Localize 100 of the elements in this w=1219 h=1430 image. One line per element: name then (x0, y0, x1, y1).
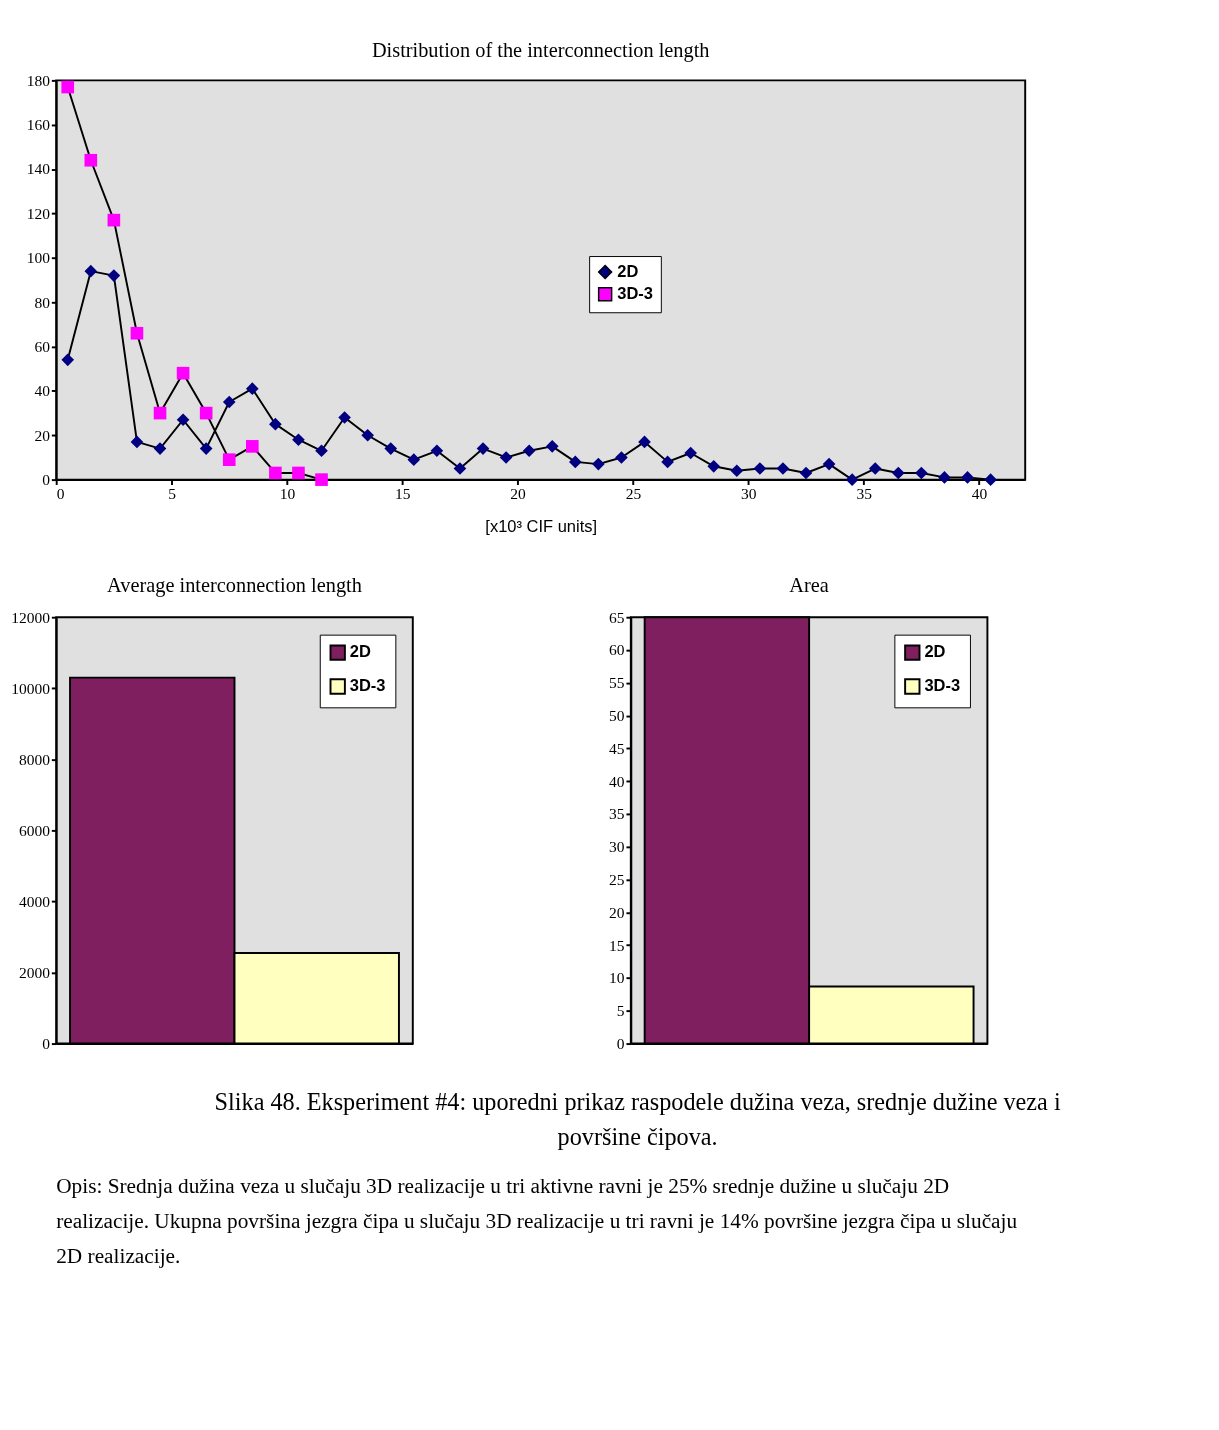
x-axis-title: [x10³ CIF units] (485, 517, 598, 536)
point (269, 417, 282, 431)
y-tick-label: 55 (609, 674, 625, 692)
point (361, 428, 374, 442)
point (961, 471, 974, 484)
point (915, 466, 928, 480)
x-tick-label: 40 (971, 485, 988, 503)
x-tick-label: 20 (510, 485, 527, 503)
point (199, 442, 213, 455)
point (568, 455, 582, 469)
y-tick-label: 2000 (18, 963, 51, 981)
legend-label: 3D-3 (349, 676, 386, 695)
y-tick-label: 15 (609, 936, 625, 954)
point (245, 382, 259, 396)
y-tick-label: 20 (609, 903, 625, 921)
y-tick-label: 20 (34, 426, 51, 444)
point (384, 442, 398, 455)
y-tick-label: 160 (26, 116, 51, 134)
point (338, 411, 351, 424)
x-tick-label: 10 (279, 485, 296, 503)
point (222, 453, 236, 466)
y-tick-label: 120 (26, 204, 51, 222)
point (107, 269, 121, 282)
point (453, 462, 467, 475)
point (799, 466, 813, 480)
point (84, 264, 98, 278)
point (615, 451, 628, 464)
point (638, 435, 651, 449)
point (707, 460, 721, 473)
point (130, 326, 144, 340)
point (176, 366, 190, 380)
y-tick-label: 10 (609, 969, 625, 987)
y-tick-label: 6000 (18, 821, 51, 839)
legend-label: 2D (349, 642, 371, 661)
x-tick-label: 0 (56, 485, 65, 503)
point (592, 457, 605, 471)
y-tick-label: 80 (34, 293, 51, 311)
point (84, 153, 98, 167)
y-tick-label: 0 (42, 1034, 51, 1052)
point (822, 457, 836, 471)
point (292, 466, 305, 480)
y-tick-label: 40 (609, 772, 625, 790)
y-tick-label: 10000 (11, 679, 51, 697)
y-tick-label: 60 (609, 641, 625, 659)
legend-label: 2D (924, 642, 946, 661)
text: Slika 48. Eksperiment #4: uporedni prikaz raspodele dužina veza, srednje dužine veza i površine čipova. (214, 1088, 1061, 1151)
point (984, 473, 997, 486)
y-tick-label: 30 (609, 838, 625, 856)
point (222, 395, 236, 409)
point (176, 413, 190, 427)
chart-title: Area (789, 574, 829, 597)
point (522, 444, 536, 458)
y-tick-label: 40 (34, 382, 51, 400)
point (891, 466, 905, 480)
point (868, 462, 882, 475)
point (61, 80, 75, 94)
legend-label: 3D-3 (617, 284, 653, 303)
x-tick-label: 35 (856, 485, 873, 503)
y-tick-label: 4000 (18, 892, 51, 910)
point (730, 464, 744, 478)
y-tick-label: 65 (609, 608, 625, 626)
point (545, 440, 559, 453)
point (292, 433, 305, 447)
point (845, 473, 859, 486)
y-tick-label: 0 (616, 1034, 625, 1052)
point (61, 353, 75, 367)
chart-title: Average interconnection length (107, 574, 362, 598)
legend-label: 2D (617, 261, 639, 280)
y-tick-label: 35 (609, 805, 625, 823)
y-tick-label: 5 (616, 1002, 625, 1020)
point (245, 440, 259, 453)
y-tick-label: 50 (609, 706, 625, 724)
y-tick-label: 60 (34, 337, 51, 355)
point (153, 406, 167, 420)
x-tick-label: 5 (168, 485, 177, 503)
point (315, 444, 328, 458)
point (938, 471, 951, 484)
x-tick-label: 15 (395, 485, 411, 503)
point (476, 442, 490, 455)
chart-title: Distribution of the interconnection length (371, 39, 710, 63)
point (776, 462, 790, 475)
point (199, 406, 213, 420)
legend-label: 3D-3 (924, 676, 961, 695)
y-tick-label: 12000 (11, 608, 51, 626)
y-tick-label: 8000 (18, 750, 51, 768)
point (407, 453, 421, 466)
point (430, 444, 444, 458)
text: Opis: Srednja dužina veza u slučaju 3D realizacije u tri aktivne ravni je 25% srednje dužine u slučaju 2D realizacije. Ukupna površina jezgra čipa u slučaju 3D realizacije u tri ravni je 14% površine jezgra čipa u slučaju 2D realizacije. (56, 1173, 1018, 1268)
y-tick-label: 140 (26, 160, 51, 178)
y-tick-label: 0 (42, 470, 51, 488)
y-tick-label: 180 (26, 71, 51, 89)
point (130, 435, 144, 449)
point (684, 446, 697, 460)
point (661, 455, 674, 469)
y-tick-label: 45 (609, 739, 625, 757)
point (499, 451, 513, 464)
point (153, 442, 167, 455)
y-tick-label: 100 (26, 249, 51, 267)
y-tick-label: 25 (609, 870, 625, 888)
x-tick-label: 30 (741, 485, 757, 503)
